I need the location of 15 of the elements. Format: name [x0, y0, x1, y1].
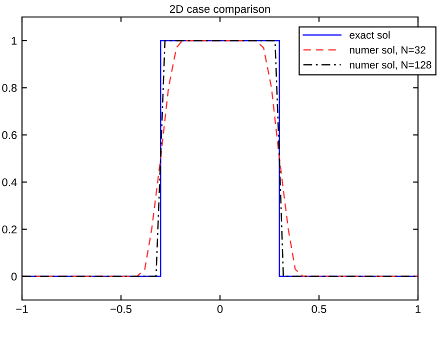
- x-tick-label: −1: [16, 305, 28, 313]
- y-tick-label: 0.2: [2, 226, 17, 234]
- y-tick-label: 1: [12, 36, 17, 45]
- x-tick-label: 1: [416, 305, 421, 313]
- y-tick-label: 0: [11, 272, 17, 281]
- legend-label: numer sol, N=128: [350, 60, 432, 70]
- x-tick-label: 0.5: [312, 305, 326, 314]
- x-tick-label: −0.5: [110, 305, 132, 314]
- legend-label: numer sol, N=32: [350, 46, 426, 55]
- chart-title: 2D case comparison: [170, 4, 270, 16]
- legend-label: exact sol: [350, 31, 390, 39]
- y-tick-label: 0.4: [2, 178, 17, 186]
- y-tick-label: 0.8: [2, 84, 17, 92]
- x-tick-label: 0: [217, 305, 223, 314]
- y-tick-label: 0.6: [2, 131, 17, 140]
